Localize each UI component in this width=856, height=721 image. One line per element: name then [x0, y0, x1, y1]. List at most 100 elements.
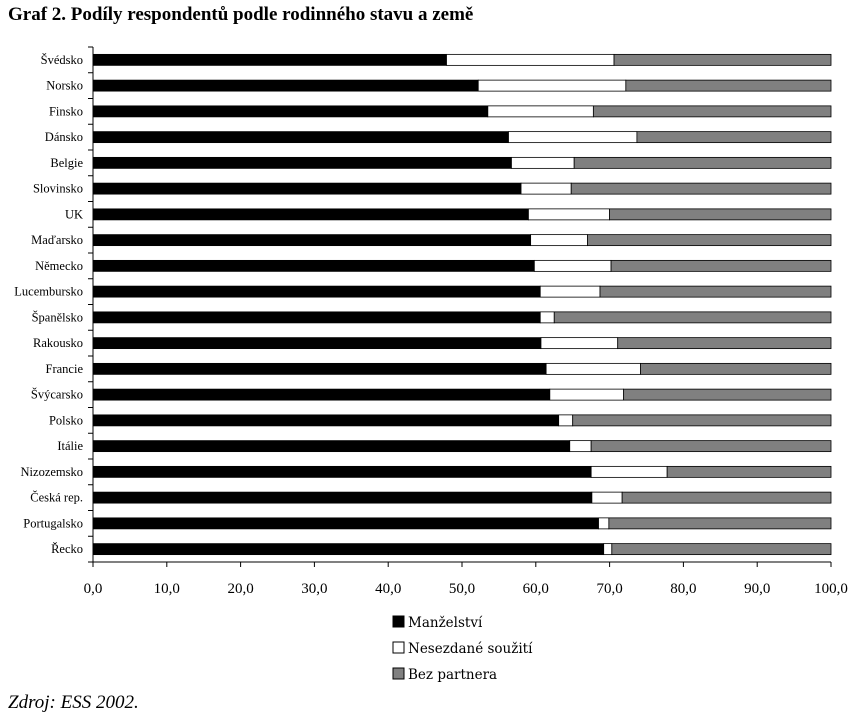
category-label: Francie: [46, 362, 84, 376]
bar-2-6: [520, 182, 572, 195]
category-label: Portugalsko: [23, 516, 83, 530]
category-label: Finsko: [49, 104, 83, 118]
bar-3-11: [553, 311, 832, 324]
legend-label-2: Nesezdané soužití: [408, 641, 533, 657]
bar-3-8: [587, 234, 832, 247]
category-label: Švýcarsko: [31, 388, 83, 402]
x-tick-label: 20,0: [227, 581, 253, 597]
x-tick-label: 90,0: [744, 581, 770, 597]
x-tick-label: 10,0: [154, 581, 180, 597]
category-label: Maďarsko: [31, 233, 83, 247]
bar-3-12: [617, 337, 832, 350]
bar-2-20: [603, 543, 613, 556]
bar-1-11: [92, 311, 541, 324]
bar-1-5: [92, 156, 512, 169]
bar-2-11: [539, 311, 555, 324]
bar-2-10: [539, 285, 601, 298]
bar-3-10: [599, 285, 832, 298]
bar-1-13: [92, 362, 547, 375]
bar-2-13: [545, 362, 641, 375]
x-tick-labels-layer: 0,0 10,0 20,0 30,0 40,0 50,0 60,0 70,0 80,0 90,0 1…: [84, 581, 848, 597]
bar-1-20: [92, 543, 605, 556]
category-label: Rakousko: [33, 336, 83, 350]
bar-1-8: [92, 234, 532, 247]
x-tick-label: 70,0: [596, 581, 622, 597]
bar-2-12: [540, 337, 619, 350]
category-label: Česká rep.: [30, 491, 83, 505]
bar-1-19: [92, 517, 599, 530]
category-label: Itálie: [57, 439, 83, 453]
category-label: Polsko: [49, 413, 83, 427]
category-label: Slovinsko: [33, 182, 83, 196]
bar-1-1: [92, 53, 447, 66]
bar-3-2: [625, 79, 832, 92]
bar-3-19: [608, 517, 832, 530]
x-tick-label: 30,0: [301, 581, 327, 597]
bar-2-17: [590, 465, 668, 478]
bar-2-15: [558, 414, 574, 427]
bar-3-18: [621, 491, 832, 504]
bar-2-3: [487, 105, 594, 118]
bars-layer: [92, 53, 832, 556]
legend: Manželství Nesezdané soužití Bez partnera: [392, 615, 533, 683]
bar-2-9: [533, 259, 612, 272]
bar-3-6: [570, 182, 832, 195]
category-label: Norsko: [46, 79, 83, 93]
legend-swatch-3: [392, 667, 405, 680]
bar-3-7: [609, 208, 832, 221]
category-label: Švédsko: [41, 53, 83, 67]
bar-3-20: [611, 543, 832, 556]
bar-1-10: [92, 285, 541, 298]
bar-1-18: [92, 491, 593, 504]
x-tick-label: 100,0: [814, 581, 848, 597]
category-label: Španělsko: [32, 310, 83, 324]
bar-1-17: [92, 465, 592, 478]
bar-3-3: [592, 105, 832, 118]
category-label: Nizozemsko: [21, 465, 83, 479]
bar-2-5: [511, 156, 575, 169]
bar-1-6: [92, 182, 522, 195]
bar-1-4: [92, 131, 509, 144]
bar-1-9: [92, 259, 535, 272]
bar-1-15: [92, 414, 560, 427]
x-tick-label: 0,0: [84, 581, 103, 597]
x-tick-label: 50,0: [449, 581, 475, 597]
category-label: Dánsko: [45, 130, 83, 144]
bar-3-9: [610, 259, 832, 272]
bar-1-2: [92, 79, 479, 92]
bar-2-14: [549, 388, 625, 401]
category-label: Lucembursko: [14, 285, 83, 299]
bar-1-12: [92, 337, 542, 350]
legend-label-1: Manželství: [408, 615, 483, 631]
category-label: UK: [65, 207, 83, 221]
source-note: Zdroj: ESS 2002.: [8, 692, 139, 713]
bar-1-16: [92, 440, 571, 453]
x-tick-label: 80,0: [670, 581, 696, 597]
legend-swatch-1: [392, 615, 405, 628]
axes-layer: [88, 46, 832, 567]
bar-1-7: [92, 208, 529, 221]
category-label: Německo: [35, 259, 83, 273]
bar-3-1: [613, 53, 832, 66]
legend-label-3: Bez partnera: [408, 667, 497, 683]
bar-3-13: [640, 362, 832, 375]
bar-1-14: [92, 388, 551, 401]
bar-2-1: [446, 53, 615, 66]
bar-2-4: [508, 131, 638, 144]
bar-2-8: [530, 234, 588, 247]
bar-3-4: [636, 131, 832, 144]
category-label: Řecko: [51, 542, 83, 556]
legend-swatch-2: [392, 641, 405, 654]
x-tick-label: 60,0: [523, 581, 549, 597]
category-label: Belgie: [50, 156, 83, 170]
bar-3-16: [590, 440, 832, 453]
bar-2-19: [598, 517, 610, 530]
category-labels-layer: Švédsko Norsko Finsko Dánsko Belgie Slovinsko…: [14, 53, 83, 556]
bar-3-5: [573, 156, 832, 169]
bar-3-14: [623, 388, 832, 401]
bar-1-3: [92, 105, 489, 118]
bar-2-16: [569, 440, 592, 453]
x-tick-label: 40,0: [375, 581, 401, 597]
bar-2-2: [477, 79, 627, 92]
